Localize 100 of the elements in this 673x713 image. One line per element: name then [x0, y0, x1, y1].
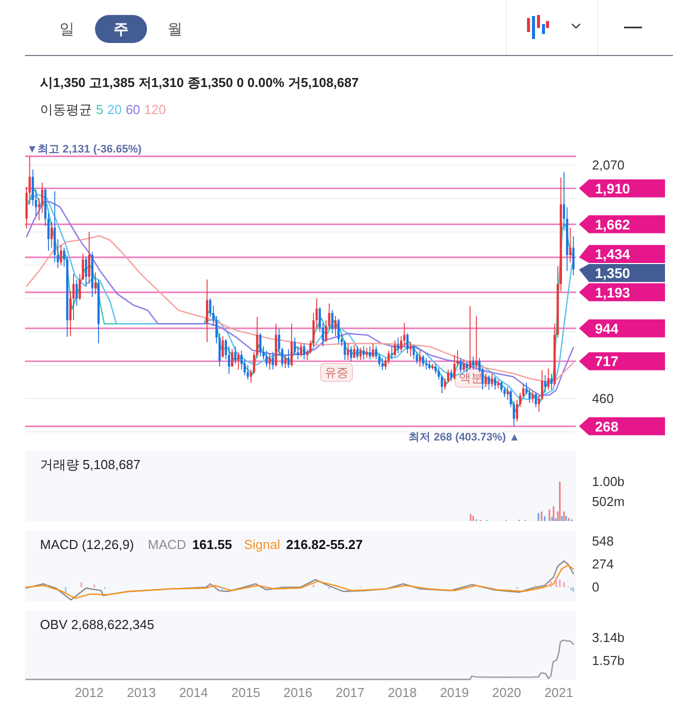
candlestick — [231, 349, 234, 367]
annotation: 액분 — [459, 371, 484, 386]
candlestick — [284, 355, 286, 368]
candlestick — [572, 236, 574, 276]
candlestick — [468, 306, 472, 370]
line-series — [26, 235, 574, 382]
x-tick-label: 2021 — [544, 685, 574, 700]
candlestick — [303, 343, 306, 360]
candlestick — [547, 368, 550, 390]
candlestick — [488, 375, 490, 390]
candlestick — [359, 348, 362, 360]
y-tick-label: 502m — [592, 494, 625, 509]
x-tick-label: 2015 — [231, 685, 260, 700]
candlestick — [274, 324, 278, 367]
candlestick — [532, 391, 534, 403]
candlestick — [272, 352, 274, 370]
x-tick-label: 2014 — [179, 685, 208, 700]
candlestick — [97, 280, 100, 344]
candlestick — [350, 346, 352, 362]
candlestick — [506, 386, 509, 400]
candlestick — [91, 252, 94, 298]
ref-line-label: 717 — [595, 353, 619, 370]
text: 주 — [114, 21, 128, 38]
candlestick — [431, 364, 434, 370]
annotation: 최저 268 (403.73%) ▲ — [408, 431, 520, 444]
candlestick — [494, 376, 496, 390]
candlestick — [50, 222, 53, 248]
candlestick — [372, 343, 374, 358]
y-tick-label: 2,070 — [592, 158, 625, 173]
candlestick — [294, 338, 296, 356]
x-tick-label: 2016 — [283, 685, 312, 700]
chart-title: 시1,350 고1,385 저1,310 종1,350 0 0.00% 거5,108,687 — [40, 75, 359, 90]
ref-line-label: 944 — [595, 320, 619, 336]
candlestick — [422, 355, 424, 367]
candlestick — [290, 324, 293, 367]
x-tick-label: 2017 — [336, 685, 365, 700]
y-tick-label: 274 — [592, 556, 614, 572]
candlestick — [76, 280, 78, 306]
candlestick — [287, 349, 290, 368]
candlestick — [550, 374, 553, 390]
text: 거래량 5,108,687 — [40, 457, 140, 472]
text: 20 — [107, 102, 122, 117]
candlestick — [462, 359, 465, 371]
candlestick — [222, 336, 224, 358]
text: OBV 2,688,622,345 — [40, 617, 154, 632]
candlestick — [534, 392, 537, 408]
candlestick — [337, 318, 340, 344]
text: 일 — [60, 21, 74, 38]
x-tick-label: 2012 — [74, 685, 104, 700]
ref-line-label: 1,910 — [595, 180, 630, 196]
candlestick — [368, 346, 371, 360]
candlestick — [362, 346, 365, 360]
candlestick — [265, 350, 268, 367]
annotation: 유증 — [324, 365, 349, 380]
text: 60 — [126, 102, 140, 117]
y-tick-label: 1.57b — [592, 652, 625, 668]
candlestick — [237, 352, 240, 370]
text: 120 — [144, 102, 166, 117]
y-tick-label: 460 — [592, 390, 614, 406]
line-series — [25, 640, 574, 680]
ref-line-label: 1,662 — [595, 216, 630, 232]
candlestick — [412, 344, 415, 360]
candlestick — [394, 340, 396, 356]
y-tick-label: 548 — [592, 533, 614, 548]
text: MACD (12,26,9) — [40, 537, 134, 552]
candlestick — [450, 370, 452, 382]
candlestick — [234, 346, 236, 364]
text: MACD — [148, 537, 186, 552]
candlestick — [353, 344, 356, 358]
candlestick — [497, 380, 500, 388]
candlestick — [82, 254, 84, 280]
candlestick — [460, 358, 462, 372]
candlestick — [84, 256, 88, 287]
x-tick-label: 2013 — [126, 685, 156, 700]
candlestick — [88, 232, 90, 284]
x-tick-label: 2018 — [388, 685, 417, 700]
candlestick — [475, 316, 478, 368]
candlestick — [406, 333, 409, 354]
candlestick — [484, 374, 487, 387]
candlestick — [418, 350, 422, 367]
legend-title: 이동평균 — [40, 102, 92, 117]
candlestick — [428, 360, 430, 370]
candlestick — [381, 358, 384, 370]
candlestick — [334, 316, 337, 336]
y-tick-label: 1.00b — [592, 474, 625, 490]
text: 5 — [96, 102, 104, 117]
ref-line-label: 1,434 — [595, 246, 630, 262]
candlestick — [60, 244, 62, 266]
candlestick — [500, 381, 502, 393]
candlestick — [300, 343, 302, 356]
text: Signal — [244, 537, 280, 552]
annotation: ▼최고 2,131 (-36.65%) — [26, 143, 142, 156]
annotation: 161.55 — [192, 537, 232, 552]
candlestick — [466, 360, 468, 372]
candlestick — [356, 346, 358, 360]
text: 월 — [168, 21, 182, 38]
candlestick — [259, 333, 262, 356]
candlestick — [396, 338, 400, 354]
annotation: 1,350 — [595, 264, 630, 281]
candlestick — [390, 346, 393, 360]
